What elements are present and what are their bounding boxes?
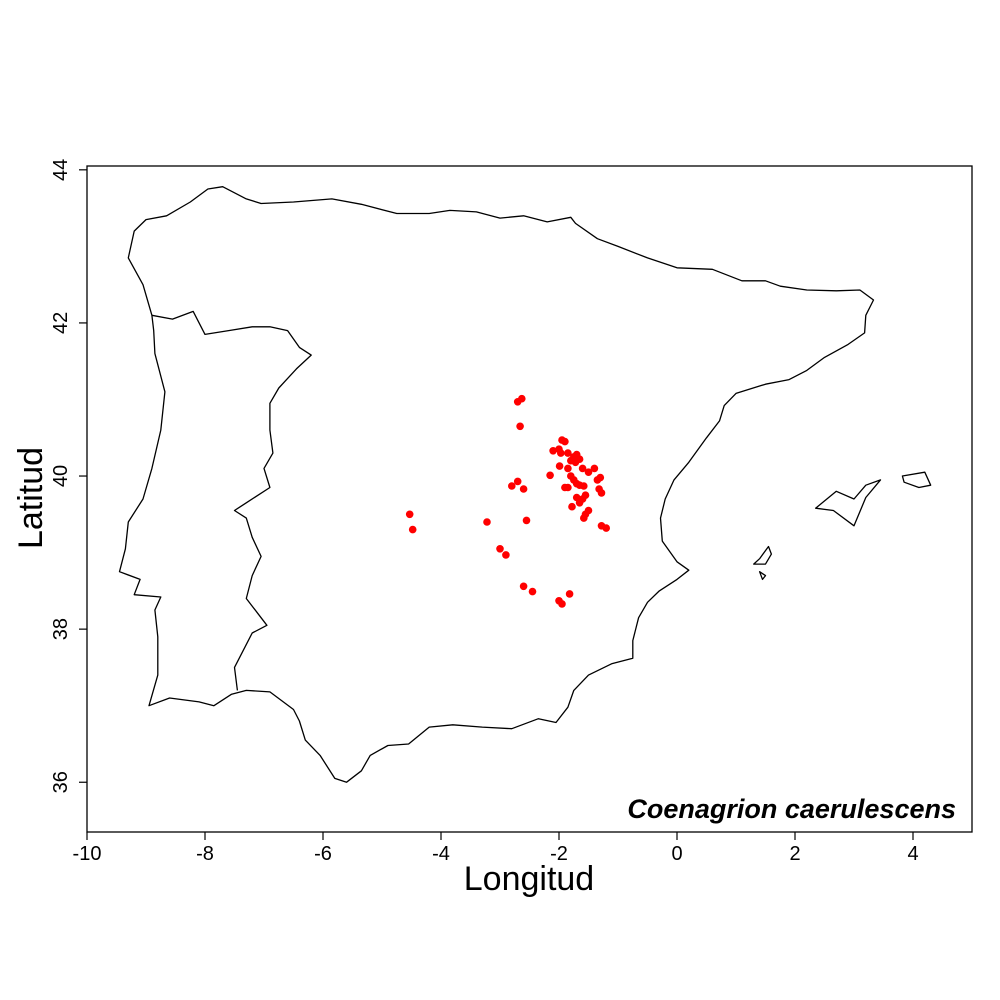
occurrence-point [584,468,593,477]
island-outline-1 [901,471,932,489]
occurrence-point [558,600,566,608]
occurrence-point [596,473,605,482]
occurrence-point [597,489,606,497]
occurrence-point [564,449,572,457]
x-tick-label: 4 [907,843,918,865]
y-tick-label: 36 [50,771,72,793]
occurrence-point [564,483,572,492]
occurrence-point [557,449,565,457]
occurrence-point [580,514,588,522]
y-tick-label: 38 [50,618,72,640]
occurrence-point [564,464,572,473]
occurrence-point [549,447,557,455]
x-tick-label: -8 [196,843,214,865]
x-tick-label: 0 [671,843,682,865]
iberian-coastline [118,186,875,783]
occurrence-point [581,491,590,500]
x-tick-label: -10 [73,843,102,865]
x-tick-label: -6 [314,843,332,865]
occurrence-point [590,464,599,473]
occurrence-point [513,398,522,406]
occurrence-point [580,482,588,490]
y-axis-title: Latitud [12,447,50,549]
occurrence-point [519,485,528,493]
x-tick-label: -2 [550,843,568,865]
occurrence-point [483,518,491,526]
occurrence-point [565,590,574,598]
occurrence-point [561,437,569,446]
y-axis: 36 38 40 42 44 [50,159,87,793]
occurrence-point [602,524,610,532]
occurrence-point [513,477,522,486]
occurrence-point [405,510,414,519]
portugal-spain-border [151,310,312,691]
y-tick-label: 40 [50,465,72,487]
occurrence-point [516,422,524,431]
x-axis-title: Longitud [464,860,594,898]
x-tick-label: -4 [432,843,450,865]
occurrence-point [578,464,587,473]
coastline-layer [118,186,932,783]
occurrence-points [405,394,610,608]
occurrence-point [568,502,576,511]
island-outline-2 [753,545,773,565]
y-tick-label: 44 [50,159,72,181]
occurrence-point [408,525,417,534]
occurrence-point [575,455,584,464]
island-outline-0 [814,479,882,527]
x-axis: -10 -8 -6 -4 -2 0 2 4 [73,832,919,865]
occurrence-point [555,462,564,470]
occurrence-point [528,587,537,596]
occurrence-point [496,545,504,553]
y-tick-label: 42 [50,312,72,334]
island-outline-3 [758,571,767,581]
occurrence-point [519,582,528,591]
plot-frame [86,165,973,833]
occurrence-point [502,551,510,559]
species-label: Coenagrion caerulescens [627,794,956,824]
occurrence-point [546,471,554,480]
occurrence-point [522,516,531,525]
occurrence-point [584,506,593,515]
x-tick-label: 2 [789,843,800,865]
occurrence-point [575,499,584,507]
occurrence-point [508,482,516,490]
